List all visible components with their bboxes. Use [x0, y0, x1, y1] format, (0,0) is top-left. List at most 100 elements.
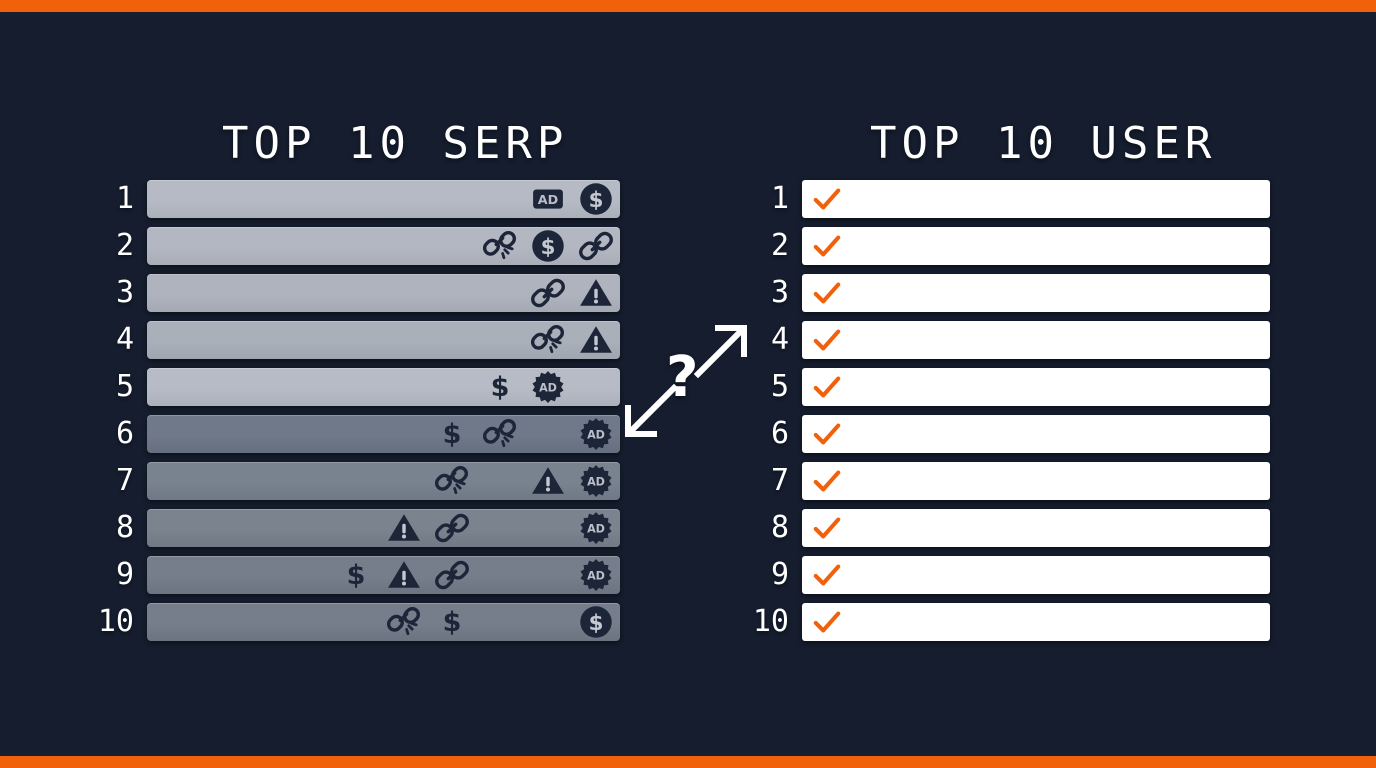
link-icon[interactable] [524, 274, 572, 312]
check-icon [812, 325, 842, 355]
serp-row-icons: $ AD [428, 415, 620, 453]
link-icon[interactable] [572, 227, 620, 265]
serp-row: 8 AD [95, 509, 620, 547]
user-rank-number: 8 [770, 510, 789, 545]
serp-result-bar[interactable] [147, 274, 620, 312]
dollar-coin-icon[interactable]: $ [572, 603, 620, 641]
serp-row: 5 $ AD [95, 368, 620, 406]
ad-badge-icon[interactable]: AD [524, 368, 572, 406]
user-rank-number: 4 [770, 322, 789, 357]
serp-row: 6 $ AD [95, 415, 620, 453]
warning-triangle-icon[interactable] [572, 321, 620, 359]
icon-spacer [572, 368, 620, 406]
warning-triangle-icon[interactable] [380, 556, 428, 594]
serp-result-bar[interactable]: AD $ [147, 180, 620, 218]
serp-rank-number: 3 [115, 275, 134, 310]
svg-text:AD: AD [587, 523, 605, 536]
serp-row: 9 $ AD [95, 556, 620, 594]
dollar-coin-icon[interactable]: $ [572, 180, 620, 218]
serp-result-bar[interactable]: AD [147, 462, 620, 500]
serp-row-icons: AD [380, 509, 620, 547]
user-result-bar[interactable] [802, 321, 1270, 359]
svg-text:AD: AD [538, 193, 558, 208]
svg-text:$: $ [589, 611, 604, 636]
user-result-bar[interactable] [802, 415, 1270, 453]
serp-rank-number: 4 [115, 322, 134, 357]
ad-tag-icon[interactable]: AD [524, 180, 572, 218]
svg-text:$: $ [589, 188, 604, 213]
ad-badge-icon[interactable]: AD [572, 462, 620, 500]
user-row: 3 [750, 274, 1270, 312]
user-row: 6 [750, 415, 1270, 453]
svg-text:AD: AD [587, 476, 605, 489]
serp-result-bar[interactable]: $ $ [147, 603, 620, 641]
serp-result-bar[interactable]: $ AD [147, 368, 620, 406]
user-rank-number: 5 [770, 369, 789, 404]
serp-rank-number: 9 [115, 557, 134, 592]
check-icon [812, 466, 842, 496]
dollar-sign-icon[interactable]: $ [490, 371, 510, 403]
top-accent-bar [0, 0, 1376, 12]
dollar-sign-icon[interactable]: $ [346, 559, 366, 591]
serp-row: 4 [95, 321, 620, 359]
link-icon[interactable] [428, 556, 476, 594]
user-rank-number: 3 [770, 275, 789, 310]
user-rank-number: 6 [770, 416, 789, 451]
ad-badge-icon[interactable]: AD [572, 509, 620, 547]
user-row: 9 [750, 556, 1270, 594]
broken-link-icon[interactable] [428, 462, 476, 500]
broken-link-icon[interactable] [380, 603, 428, 641]
broken-link-icon[interactable] [476, 415, 524, 453]
check-icon [812, 372, 842, 402]
user-result-bar[interactable] [802, 509, 1270, 547]
user-row: 5 [750, 368, 1270, 406]
broken-link-icon[interactable] [476, 227, 524, 265]
warning-triangle-icon[interactable] [572, 274, 620, 312]
broken-link-icon[interactable] [524, 321, 572, 359]
serp-row: 2 $ [95, 227, 620, 265]
dollar-coin-icon[interactable]: $ [524, 227, 572, 265]
serp-rank-number: 8 [115, 510, 134, 545]
link-icon[interactable] [428, 509, 476, 547]
user-result-bar[interactable] [802, 227, 1270, 265]
user-result-bar[interactable] [802, 180, 1270, 218]
user-result-bar[interactable] [802, 368, 1270, 406]
user-row: 1 [750, 180, 1270, 218]
ad-badge-icon[interactable]: AD [572, 556, 620, 594]
check-icon [812, 231, 842, 261]
serp-rank-number: 1 [115, 181, 134, 216]
dollar-sign-icon[interactable]: $ [442, 606, 462, 638]
serp-row: 1 AD $ [95, 180, 620, 218]
arrow-down-left-icon [622, 383, 679, 444]
svg-text:AD: AD [539, 382, 557, 395]
serp-row-icons: $ $ [380, 603, 620, 641]
warning-triangle-icon[interactable] [524, 462, 572, 500]
serp-row-icons: $ [476, 227, 620, 265]
user-result-bar[interactable] [802, 603, 1270, 641]
question-mark: ? [666, 345, 699, 410]
check-icon [812, 419, 842, 449]
user-result-list: 1 2 3 4 5 6 7 8 9 10 [750, 180, 1270, 650]
icon-spacer [476, 603, 524, 641]
check-icon [812, 184, 842, 214]
user-result-bar[interactable] [802, 462, 1270, 500]
serp-result-bar[interactable]: $ [147, 227, 620, 265]
serp-result-bar[interactable]: $ AD [147, 415, 620, 453]
user-column-title: TOP 10 USER [870, 118, 1217, 169]
serp-row-icons: $ AD [476, 368, 620, 406]
ad-badge-icon[interactable]: AD [572, 415, 620, 453]
serp-result-bar[interactable] [147, 321, 620, 359]
serp-result-bar[interactable]: $ AD [147, 556, 620, 594]
serp-result-bar[interactable]: AD [147, 509, 620, 547]
serp-rank-number: 10 [97, 604, 134, 639]
user-result-bar[interactable] [802, 274, 1270, 312]
user-result-bar[interactable] [802, 556, 1270, 594]
bottom-accent-bar [0, 756, 1376, 768]
comparison-indicator: ? [620, 322, 760, 444]
serp-row-icons: AD [428, 462, 620, 500]
dollar-sign-icon[interactable]: $ [442, 418, 462, 450]
warning-triangle-icon[interactable] [380, 509, 428, 547]
serp-rank-number: 5 [115, 369, 134, 404]
serp-rank-number: 6 [115, 416, 134, 451]
